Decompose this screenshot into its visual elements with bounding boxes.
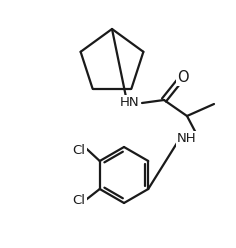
Text: NH: NH (177, 132, 197, 146)
Text: O: O (177, 69, 189, 85)
Text: Cl: Cl (72, 144, 85, 156)
Text: HN: HN (120, 96, 140, 110)
Text: Cl: Cl (72, 193, 85, 207)
